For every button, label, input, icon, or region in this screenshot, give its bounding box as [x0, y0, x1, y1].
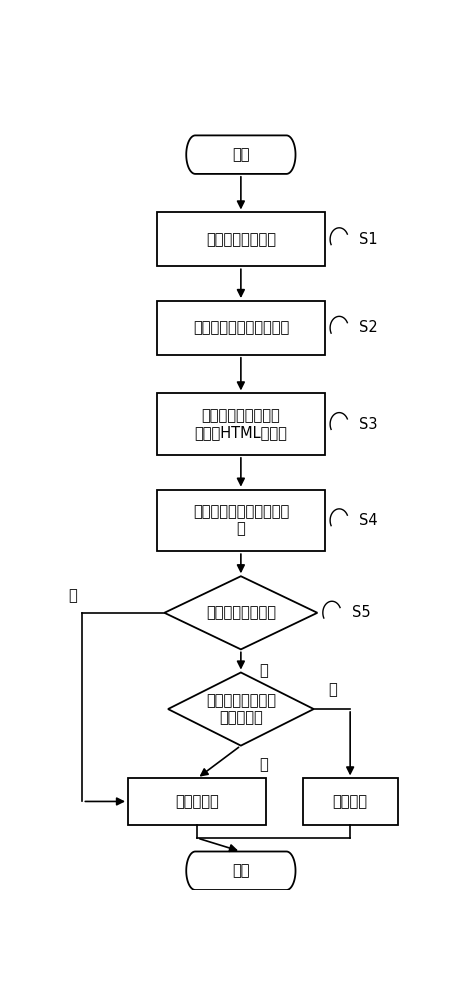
- Text: 记录操作信息并上报服务
器: 记录操作信息并上报服务 器: [193, 504, 289, 537]
- Text: S5: S5: [352, 605, 371, 620]
- Text: S3: S3: [359, 417, 378, 432]
- Text: S1: S1: [359, 232, 378, 247]
- Polygon shape: [186, 135, 296, 174]
- Text: 结束: 结束: [232, 863, 250, 878]
- Text: 正常访问: 正常访问: [333, 794, 368, 809]
- Text: 否: 否: [328, 682, 337, 698]
- Polygon shape: [186, 852, 296, 890]
- Text: 是否访问第一链接
和第二链接: 是否访问第一链接 和第二链接: [206, 693, 276, 725]
- Text: 插入第一链接和第二
链接到HTML页面中: 插入第一链接和第二 链接到HTML页面中: [195, 408, 287, 440]
- Polygon shape: [168, 672, 314, 746]
- Text: 开始: 开始: [232, 147, 250, 162]
- Text: 是: 是: [259, 663, 268, 678]
- Text: 为网络爬虫: 为网络爬虫: [175, 794, 219, 809]
- FancyBboxPatch shape: [157, 301, 325, 355]
- FancyBboxPatch shape: [157, 393, 325, 455]
- Text: S4: S4: [359, 513, 378, 528]
- FancyBboxPatch shape: [157, 490, 325, 551]
- FancyBboxPatch shape: [128, 778, 266, 825]
- Text: 是否收到操作信息: 是否收到操作信息: [206, 605, 276, 620]
- Text: 创建第一链接和第二链接: 创建第一链接和第二链接: [193, 320, 289, 335]
- Text: S2: S2: [359, 320, 378, 335]
- Text: 否: 否: [68, 589, 77, 604]
- FancyBboxPatch shape: [157, 212, 325, 266]
- FancyBboxPatch shape: [303, 778, 398, 825]
- Text: 是: 是: [259, 757, 268, 772]
- Polygon shape: [164, 576, 317, 649]
- Text: 创建多个无效链接: 创建多个无效链接: [206, 232, 276, 247]
